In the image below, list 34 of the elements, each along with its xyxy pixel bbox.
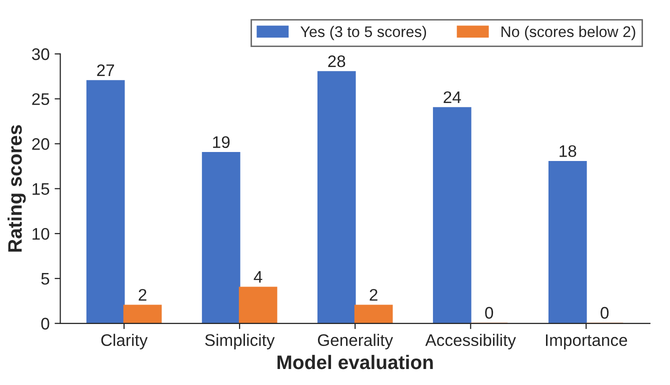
x-axis-title: Model evaluation	[278, 354, 433, 370]
y-tick-label: 5	[41, 273, 50, 285]
bar	[238, 286, 278, 324]
y-tick-label: 30	[32, 48, 50, 60]
legend-label: Yes (3 to 5 scores)	[300, 26, 426, 40]
x-tick-label: Clarity	[101, 334, 148, 350]
bar	[548, 161, 587, 324]
data-label: 19	[213, 136, 230, 148]
x-tick-label: Importance	[546, 334, 628, 350]
x-tick-label: Accessibility	[425, 334, 516, 350]
y-tick-label: 15	[32, 183, 50, 195]
data-label: 0	[600, 306, 609, 319]
data-label: 27	[97, 64, 114, 76]
bar	[86, 80, 125, 324]
y-tick-label: 25	[32, 93, 50, 106]
data-label: 18	[560, 145, 576, 158]
data-label: 4	[254, 271, 262, 283]
bar	[202, 152, 240, 324]
bar	[123, 304, 162, 324]
y-tick-label: 20	[32, 138, 50, 150]
data-label: 2	[138, 288, 146, 301]
y-axis-title: Rating scores	[8, 125, 26, 252]
legend-label: No (scores below 2)	[502, 26, 636, 40]
y-tick-label: 10	[32, 228, 50, 240]
x-tick-label: Simplicity	[205, 334, 275, 350]
bar	[317, 71, 356, 324]
x-tick-label: Generality	[318, 334, 394, 350]
bar	[432, 107, 472, 324]
bar	[354, 304, 393, 324]
data-label: 28	[328, 55, 346, 68]
data-label: 24	[444, 91, 461, 103]
data-label: 0	[485, 306, 494, 319]
data-label: 2	[370, 288, 378, 301]
y-tick-label: 0	[41, 318, 50, 330]
